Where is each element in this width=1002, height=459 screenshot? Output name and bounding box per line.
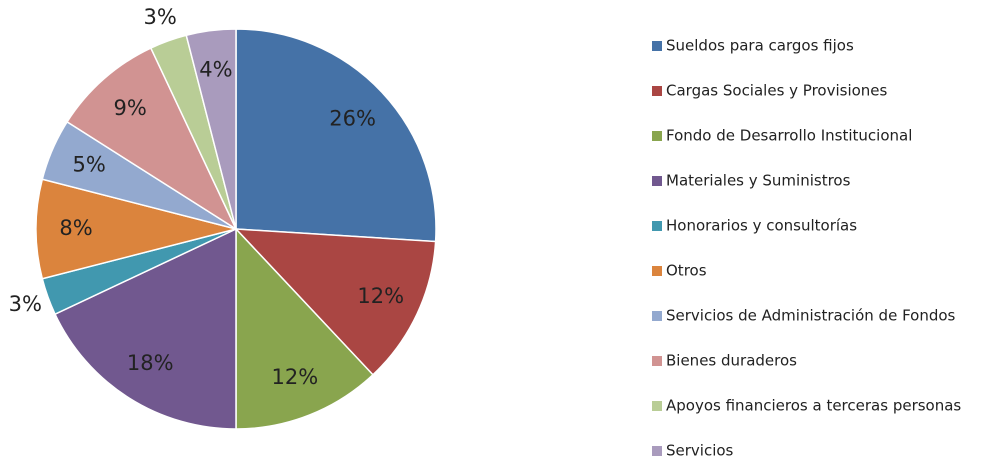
pie-slice [235,227,374,430]
legend-swatch [652,311,662,321]
data-label: 18% [127,351,174,375]
legend-swatch [652,356,662,366]
legend-swatch [652,266,662,276]
data-label: 4% [199,57,232,81]
legend-swatch [652,221,662,231]
legend-swatch [652,446,662,456]
legend-label: Otros [666,262,707,280]
data-label: 9% [114,96,147,120]
data-label: 12% [357,284,404,308]
legend-swatch [652,86,662,96]
data-label: 8% [59,216,92,240]
pie-slice [54,227,237,430]
pie-slice [185,28,237,230]
legend-swatch [652,401,662,411]
data-label: 5% [72,152,105,176]
data-label: 3% [9,292,42,316]
data-label: 3% [143,5,176,29]
data-label: 12% [272,365,319,389]
legend-label: Servicios [666,442,734,459]
legend-label: Fondo de Desarrollo Institucional [666,127,912,145]
legend-swatch [652,176,662,186]
data-label: 26% [329,106,376,130]
legend-label: Honorarios y consultorías [666,217,857,235]
pie-slice [35,178,237,280]
pie-slice [234,228,437,376]
legend-swatch [652,41,662,51]
legend-label: Materiales y Suministros [666,172,851,190]
legend-label: Cargas Sociales y Provisiones [666,82,888,100]
legend-label: Servicios de Administración de Fondos [666,307,956,325]
pie-slice [66,47,238,232]
legend-swatch [652,131,662,141]
legend-label: Sueldos para cargos fijos [666,37,854,55]
legend-label: Bienes duraderos [666,352,797,370]
pie-slice [235,28,437,243]
legend-label: Apoyos financieros a terceras personas [666,397,961,415]
